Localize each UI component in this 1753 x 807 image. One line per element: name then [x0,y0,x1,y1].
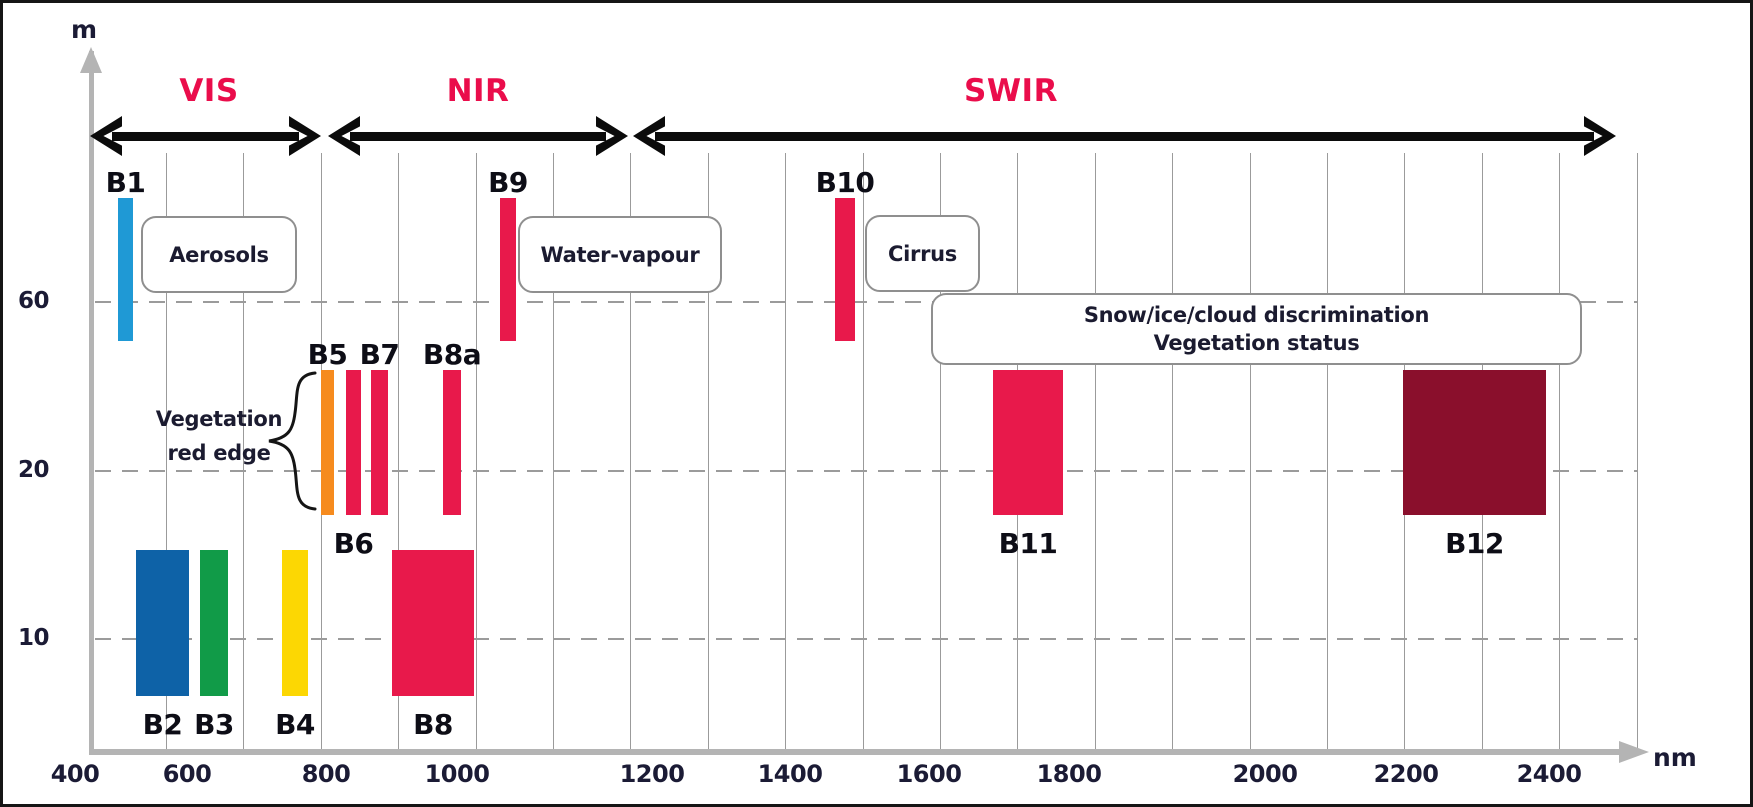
region-label-NIR: NIR [446,73,510,109]
y-axis [89,51,94,755]
band-label-B12: B12 [1445,527,1504,560]
x-tick-1600: 1600 [896,760,962,788]
band-bar-B7 [371,370,388,515]
band-bar-B1 [118,198,133,341]
band-bar-B5 [321,370,334,515]
band-bar-B3 [200,550,228,696]
annotation-text-snow-ice-line1: Snow/ice/cloud discrimination [1083,303,1430,327]
band-label-B8: B8 [413,708,453,741]
region-arrow-VIS [112,132,299,141]
x-tick-2000: 2000 [1232,760,1298,788]
y-axis-arrowhead-icon [80,47,102,73]
vegetation-red-edge-line1: Vegetation [155,407,283,431]
x-tick-800: 800 [301,760,351,788]
gridline [863,153,864,749]
region-arrow-NIR [350,132,606,141]
band-bar-B2 [136,550,189,696]
annotation-box-water-vapour: Water-vapour [518,216,722,293]
band-label-B6: B6 [333,527,374,560]
band-label-B4: B4 [275,708,315,741]
dashed-line-10 [95,638,1637,640]
x-axis-arrowhead-icon [1619,741,1649,763]
curly-brace-icon [268,371,317,511]
gridline [940,153,941,749]
x-tick-2200: 2200 [1373,760,1439,788]
band-label-B9: B9 [488,166,528,199]
x-tick-1800: 1800 [1036,760,1102,788]
gridline [708,153,709,749]
gridline [1250,153,1251,749]
dashed-line-20 [95,470,1637,472]
dashed-line-60 [95,301,1637,303]
band-bar-B10 [835,198,855,341]
band-bar-B12 [1403,370,1546,515]
y-axis-unit-label: m [71,15,98,44]
annotation-text-aerosols-line1: Aerosols [169,242,269,267]
band-label-B10: B10 [815,166,875,199]
gridline [476,153,477,749]
annotation-text-snow-ice-line2: Vegetation status [1153,331,1360,355]
band-bar-B6 [346,370,361,515]
gridline [553,153,554,749]
band-label-B8a: B8a [422,338,482,371]
vegetation-red-edge-line2: red edge [167,441,271,465]
band-bar-B11 [993,370,1063,515]
band-label-B3: B3 [194,708,234,741]
region-label-VIS: VIS [179,73,239,109]
gridline [630,153,631,749]
x-tick-2400: 2400 [1516,760,1582,788]
annotation-box-aerosols: Aerosols [141,216,297,293]
band-label-B7: B7 [359,338,400,371]
band-label-B2: B2 [142,708,183,741]
band-label-B11: B11 [998,527,1058,560]
y-tick-60: 60 [17,288,50,314]
band-bar-B8 [392,550,474,696]
gridline [243,153,244,749]
band-label-B1: B1 [105,166,146,199]
x-tick-400: 400 [50,760,100,788]
gridline [1327,153,1328,749]
gridline [398,153,399,749]
gridline [1559,153,1560,749]
gridline [1637,153,1638,749]
band-bar-B4 [282,550,308,696]
gridline [166,153,167,749]
x-axis [89,749,1619,755]
annotation-box-snow-ice: Snow/ice/cloud discrimination Vegetation … [931,293,1582,365]
region-label-SWIR: SWIR [964,73,1058,109]
x-tick-1000: 1000 [424,760,490,788]
band-label-B5: B5 [307,338,348,371]
band-bar-B9 [500,198,516,341]
annotation-text-water-vapour-line1: Water-vapour [540,242,700,267]
gridline [785,153,786,749]
y-tick-10: 10 [17,625,50,651]
x-axis-unit-label: nm [1653,743,1697,772]
y-tick-20: 20 [17,457,50,483]
x-tick-600: 600 [162,760,212,788]
annotation-box-cirrus: Cirrus [865,215,980,292]
region-arrow-SWIR [655,132,1594,141]
gridline [1095,153,1096,749]
x-tick-1400: 1400 [757,760,823,788]
gridline [1172,153,1173,749]
annotation-text-cirrus-line1: Cirrus [888,241,957,266]
band-bar-B8a [443,370,461,515]
x-tick-1200: 1200 [619,760,685,788]
vegetation-red-edge-label: Vegetation red edge [129,402,309,470]
